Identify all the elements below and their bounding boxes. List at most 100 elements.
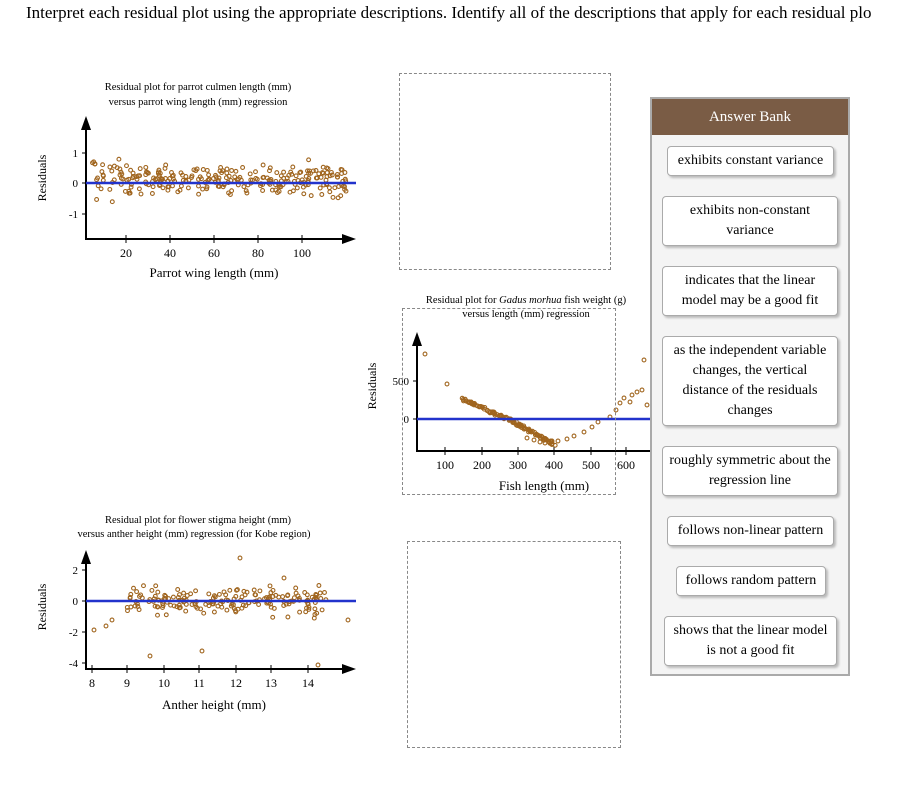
x-axis-arrow	[342, 234, 356, 244]
data-point	[297, 609, 303, 615]
data-point	[542, 440, 548, 446]
x-axis-arrow	[342, 664, 356, 674]
fish-residual-plot: Residual plot for Gadus morhua fish weig…	[365, 295, 652, 493]
data-point	[236, 176, 241, 182]
data-point	[111, 177, 117, 183]
data-point	[244, 190, 250, 196]
data-point	[306, 170, 312, 176]
data-point	[126, 188, 132, 194]
data-point	[131, 585, 136, 591]
plot-title-line1: Residual plot for parrot culmen length (…	[105, 82, 292, 93]
data-point	[537, 439, 543, 445]
data-point	[116, 156, 122, 162]
data-point	[176, 602, 182, 608]
data-point	[317, 590, 323, 596]
y-tick-label: 2	[73, 565, 79, 577]
drop-zone-plot-1[interactable]	[399, 73, 611, 270]
data-point	[92, 161, 98, 167]
data-point	[211, 609, 217, 615]
data-point	[224, 166, 230, 172]
data-point	[134, 589, 140, 595]
data-point	[155, 612, 160, 618]
data-point	[149, 191, 155, 196]
answer-non-linear-pattern[interactable]: follows non-linear pattern	[667, 516, 834, 546]
y-axis-label: Residuals	[35, 154, 49, 201]
data-point	[171, 603, 177, 609]
flower-residual-plot: Residual plot for flower stigma height (…	[35, 515, 356, 712]
data-point	[280, 594, 286, 600]
data-point	[128, 184, 134, 190]
answer-linear-model-not-good-fit[interactable]: shows that the linear model is not a goo…	[664, 616, 837, 666]
data-point	[152, 593, 158, 599]
data-point	[260, 162, 266, 168]
data-point	[223, 175, 229, 181]
data-point	[318, 174, 324, 180]
data-point	[188, 591, 194, 597]
data-point	[201, 610, 207, 616]
data-point	[571, 433, 577, 439]
data-point	[334, 172, 340, 177]
data-point	[125, 608, 130, 614]
drop-zone-plot-3[interactable]	[407, 541, 621, 748]
data-point	[266, 594, 272, 600]
data-point	[138, 191, 144, 197]
data-point	[644, 402, 650, 408]
data-point	[253, 169, 258, 175]
data-point	[629, 392, 635, 398]
data-point	[311, 615, 317, 621]
answer-vertical-distance-changes[interactable]: as the independent variable changes, the…	[662, 336, 838, 426]
data-point	[627, 399, 633, 405]
answer-roughly-symmetric[interactable]: roughly symmetric about the regression l…	[662, 446, 838, 496]
data-point	[151, 175, 157, 181]
data-point	[299, 177, 305, 183]
x-tick-label: 40	[164, 246, 176, 260]
data-point	[319, 607, 325, 613]
data-point	[275, 190, 280, 195]
data-point	[132, 603, 138, 609]
data-point	[200, 186, 206, 192]
data-point	[302, 590, 308, 595]
data-point	[170, 594, 176, 600]
data-point	[199, 648, 205, 654]
data-point	[229, 601, 235, 607]
data-point	[319, 192, 325, 197]
answer-exhibits-constant-variance[interactable]: exhibits constant variance	[667, 146, 834, 176]
y-axis-label: Residuals	[365, 362, 379, 409]
data-point	[215, 183, 221, 189]
x-tick-label: 300	[509, 458, 527, 472]
data-point	[117, 172, 123, 178]
data-point	[267, 168, 272, 174]
data-point	[216, 591, 222, 597]
data-point	[241, 184, 247, 190]
data-point	[124, 163, 129, 169]
y-axis-arrow	[81, 550, 91, 564]
data-point	[163, 593, 169, 599]
x-tick-label: 600	[617, 458, 635, 472]
data-point	[181, 590, 187, 596]
drop-zone-plot-2[interactable]	[402, 308, 616, 495]
data-point	[285, 593, 290, 599]
data-point	[293, 585, 299, 591]
data-point	[521, 425, 527, 430]
data-point	[162, 592, 168, 598]
data-point	[100, 177, 106, 183]
data-point	[641, 357, 647, 363]
answer-linear-model-good-fit[interactable]: indicates that the linear model may be a…	[662, 266, 838, 316]
y-tick-label: -1	[69, 209, 78, 221]
answer-exhibits-non-constant-variance[interactable]: exhibits non-constant variance	[662, 196, 838, 246]
data-point	[317, 185, 323, 191]
data-point	[332, 185, 338, 191]
data-point	[268, 604, 274, 610]
data-point	[444, 381, 450, 387]
data-point	[206, 172, 212, 178]
data-point	[613, 407, 619, 413]
data-point	[134, 176, 140, 182]
data-point	[298, 169, 304, 175]
x-axis-label: Anther height (mm)	[162, 697, 266, 712]
data-point	[152, 603, 158, 609]
data-point	[581, 429, 587, 435]
x-axis-label: Parrot wing length (mm)	[150, 265, 279, 280]
data-point	[136, 186, 142, 192]
data-point	[294, 185, 300, 191]
answer-random-pattern[interactable]: follows random pattern	[676, 566, 826, 596]
